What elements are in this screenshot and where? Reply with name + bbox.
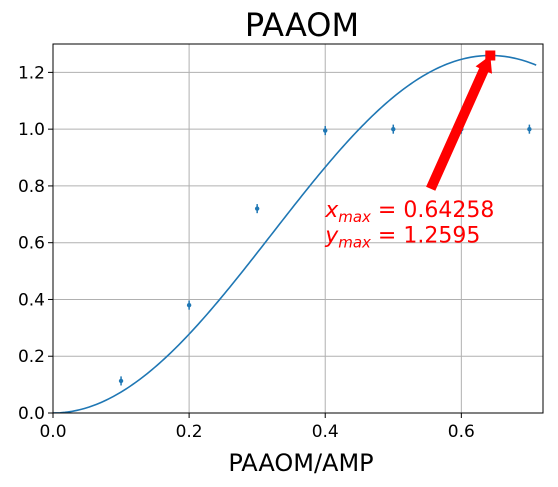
y-tick-label: 1.0 <box>18 120 45 140</box>
y-tick-label: 0.2 <box>18 347 45 367</box>
annotation-ymax: ymax = 1.2595 <box>324 224 480 252</box>
plot-area <box>53 54 537 413</box>
x-tick-label: 0.2 <box>176 422 203 442</box>
y-ticks: 0.0 0.2 0.4 0.6 0.8 1.0 1.2 <box>18 63 53 424</box>
data-point <box>186 302 192 308</box>
x-tick-label: 0.6 <box>448 422 475 442</box>
data-point <box>254 206 260 211</box>
data-point <box>118 378 124 384</box>
data-point <box>323 128 328 133</box>
data-point <box>391 126 396 132</box>
data-point <box>527 126 532 132</box>
y-tick-label: 0.8 <box>18 177 45 197</box>
y-tick-label: 0.6 <box>18 234 45 254</box>
x-ticks: 0.0 0.2 0.4 0.6 <box>39 413 475 442</box>
y-tick-label: 1.2 <box>18 63 45 83</box>
plot-frame <box>52 43 544 414</box>
max-marker <box>485 50 496 61</box>
chart-title: PAAOM <box>245 6 359 44</box>
fit-curve <box>53 54 537 413</box>
y-tick-label: 0.0 <box>18 404 45 424</box>
annotation-arrow <box>426 55 492 191</box>
y-tick-label: 0.4 <box>18 290 45 310</box>
x-axis-title: PAAOM/AMP <box>228 449 373 477</box>
annotation-xmax: xmax = 0.64258 <box>324 198 494 226</box>
x-tick-label: 0.4 <box>312 422 339 442</box>
x-tick-label: 0.0 <box>39 422 66 442</box>
